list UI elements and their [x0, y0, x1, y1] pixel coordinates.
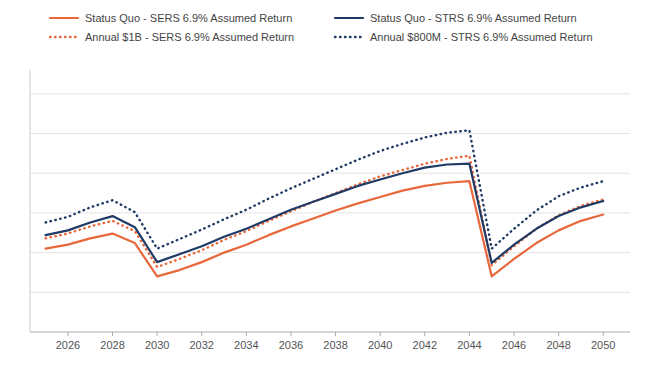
x-tick-label: 2044	[457, 339, 481, 351]
x-tick	[335, 332, 336, 336]
grid-line	[30, 252, 630, 253]
x-tick	[246, 332, 247, 336]
x-tick-label: 2034	[234, 339, 258, 351]
x-tick-label: 2028	[100, 339, 124, 351]
grid-line	[30, 93, 630, 94]
x-tick	[603, 332, 604, 336]
x-tick	[514, 332, 515, 336]
grid-line	[30, 332, 630, 333]
x-tick-label: 2048	[546, 339, 570, 351]
legend-swatch	[335, 17, 363, 19]
grid	[30, 94, 630, 332]
x-tick	[380, 332, 381, 336]
legend-label: Status Quo - STRS 6.9% Assumed Return	[370, 12, 577, 24]
grid-line	[30, 173, 630, 174]
grid-line	[30, 133, 630, 134]
x-tick	[201, 332, 202, 336]
x-tick	[112, 332, 113, 336]
series-line	[46, 130, 604, 248]
y-axis-line	[30, 70, 31, 332]
x-tick	[290, 332, 291, 336]
x-tick-label: 2042	[413, 339, 437, 351]
grid-line	[30, 292, 630, 293]
x-tick-label: 2046	[502, 339, 526, 351]
x-tick	[67, 332, 68, 336]
chart: 2026 2028 2030 2032 2034 2036 2038 2040 2042 2044…	[0, 0, 650, 365]
series-line	[46, 164, 604, 263]
legend-swatch	[50, 36, 78, 38]
series-line	[46, 156, 604, 267]
x-tick-label: 2036	[279, 339, 303, 351]
legend-swatch	[50, 17, 78, 19]
x-tick-label: 2050	[591, 339, 615, 351]
x-tick	[424, 332, 425, 336]
axes: 2026 2028 2030 2032 2034 2036 2038 2040 2042 2044…	[30, 70, 630, 351]
x-tick	[558, 332, 559, 336]
x-axis-line	[30, 332, 630, 333]
lines	[46, 130, 604, 276]
legend-swatch	[335, 36, 363, 38]
x-tick-label: 2040	[368, 339, 392, 351]
legend-label: Annual $1B - SERS 6.9% Assumed Return	[85, 31, 294, 43]
legend: Status Quo - SERS 6.9% Assumed Return Ann…	[50, 12, 593, 43]
x-tick	[157, 332, 158, 336]
legend-label: Annual $800M - STRS 6.9% Assumed Return	[370, 31, 593, 43]
x-tick-label: 2038	[323, 339, 347, 351]
x-tick-label: 2032	[190, 339, 214, 351]
legend-label: Status Quo - SERS 6.9% Assumed Return	[85, 12, 292, 24]
x-tick-label: 2030	[145, 339, 169, 351]
x-tick	[469, 332, 470, 336]
series-line	[46, 181, 604, 276]
x-tick-label: 2026	[56, 339, 80, 351]
